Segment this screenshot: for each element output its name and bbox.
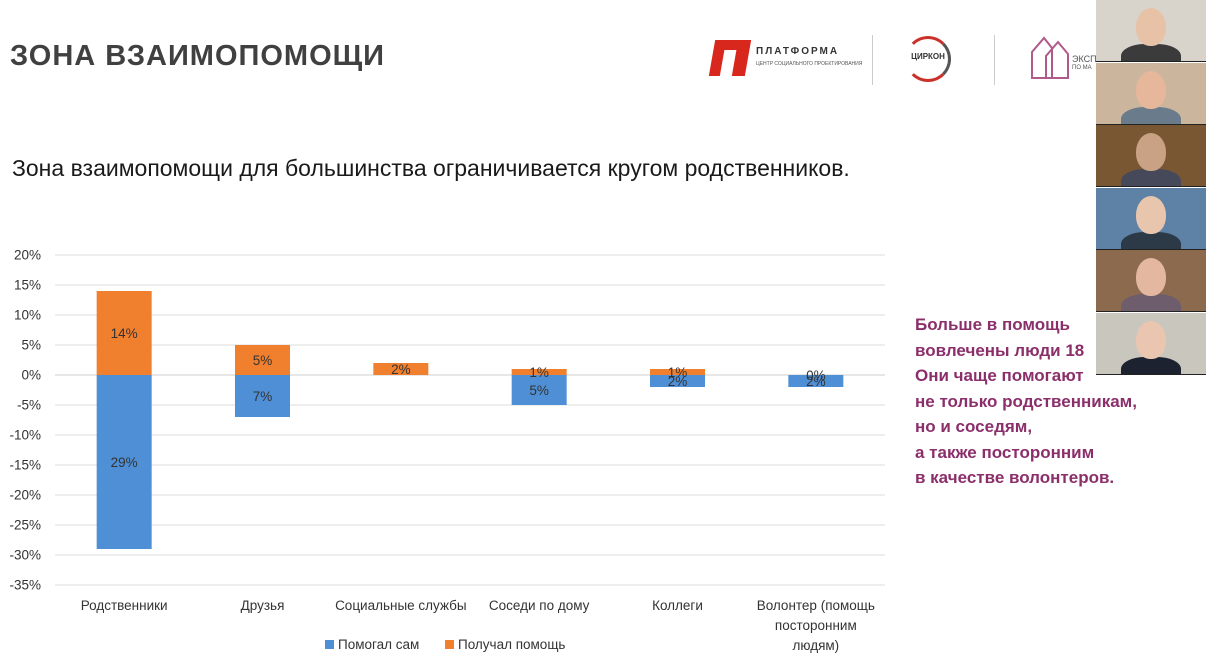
x-category-label: Родственники <box>81 598 168 613</box>
side-note-line: не только родственникам, <box>915 391 1137 411</box>
mutual-help-bar-chart: 20% 15% 10% 5% 0% -5% -10% -15% -20% -25% -30% -35%… <box>9 248 885 653</box>
slide-subtitle: Зона взаимопомощи для большинства ограни… <box>12 155 850 181</box>
participant-face <box>1136 70 1166 109</box>
side-note-line: Они чаще помогают <box>915 366 1084 385</box>
received-bar <box>650 369 705 375</box>
y-tick-label: 20% <box>14 248 41 263</box>
y-tick-label: -35% <box>9 578 41 593</box>
received-bar <box>511 369 567 375</box>
chart-grid <box>55 254 885 586</box>
participant-body <box>1121 356 1181 374</box>
helped-data-label: 5% <box>529 383 549 398</box>
participant-video-tile[interactable] <box>1096 0 1206 62</box>
x-category-label: Коллеги <box>652 598 703 613</box>
participant-body <box>1121 169 1181 186</box>
helped-data-label: 29% <box>111 455 138 470</box>
chart-bars: 29%7% 5%2% 2%14%5%2% 1% 1% 0% <box>96 291 844 549</box>
legend-swatch <box>445 640 454 649</box>
participant-body <box>1121 44 1181 61</box>
y-tick-label: -5% <box>17 398 41 413</box>
participant-body <box>1121 106 1181 124</box>
y-tick-label: 15% <box>14 278 41 293</box>
received-data-label: 1% <box>529 365 549 380</box>
received-data-label: 2% <box>391 362 411 377</box>
platforma-logo-name: ПЛАТФОРМА <box>756 46 840 57</box>
legend-swatch <box>325 640 334 649</box>
platforma-mark-icon <box>708 40 752 76</box>
helped-data-label: 2% <box>668 374 688 389</box>
y-tick-label: 10% <box>14 308 41 323</box>
participant-video-tile[interactable] <box>1096 187 1206 250</box>
participant-video-tile[interactable] <box>1096 62 1206 125</box>
received-bar <box>373 363 429 375</box>
helped-bar <box>511 375 567 405</box>
y-tick-label: -10% <box>9 428 41 443</box>
x-category-label: Социальные службы <box>335 598 467 613</box>
x-category-label: Друзья <box>241 598 285 613</box>
x-axis: Родственники Друзья Социальные службы Сосед… <box>81 598 875 653</box>
legend-label: Помогал сам <box>338 637 419 652</box>
helped-data-label: 7% <box>253 389 273 404</box>
legend-label: Получал помощь <box>458 637 565 652</box>
x-category-label: посторонним <box>775 618 857 633</box>
helped-bar <box>788 375 844 387</box>
logo-divider <box>872 35 873 85</box>
y-axis: 20% 15% 10% 5% 0% -5% -10% -15% -20% -25% -30% -35% <box>9 248 41 593</box>
zirkon-logo: ЦИРКОН <box>905 36 951 82</box>
y-tick-label: -30% <box>9 548 41 563</box>
participant-video-tile[interactable] <box>1096 312 1206 375</box>
participant-face <box>1136 195 1166 234</box>
side-note-line: Больше в помощь <box>915 315 1070 334</box>
zirkon-logo-name: ЦИРКОН <box>911 52 945 61</box>
participant-face <box>1136 8 1166 46</box>
side-note-line: вовлечены люди 18 <box>915 340 1085 360</box>
participant-face <box>1136 133 1166 171</box>
received-data-label: 0% <box>806 368 826 383</box>
participant-face <box>1136 258 1166 296</box>
x-category-label: людям) <box>792 638 839 653</box>
slide-title: ЗОНА ВЗАИМОПОМОЩИ <box>10 40 386 72</box>
received-data-label: 5% <box>253 353 273 368</box>
side-note-line: но и соседям, <box>915 417 1033 436</box>
y-tick-label: -20% <box>9 488 41 503</box>
platforma-logo-tagline: ЦЕНТР СОЦИАЛЬНОГО ПРОЕКТИРОВАНИЯ <box>756 61 863 67</box>
participant-video-tile[interactable] <box>1096 125 1206 187</box>
expert-logo-text: ЭКСПА <box>1072 54 1103 64</box>
side-note-line: в качестве волонтеров. <box>915 468 1115 487</box>
received-data-label: 14% <box>111 326 138 341</box>
y-tick-label: -25% <box>9 518 41 533</box>
chart-legend: Помогал сам Получал помощь <box>325 637 565 652</box>
participant-video-tile[interactable] <box>1096 250 1206 312</box>
side-note-line: а также посторонним <box>915 442 1095 462</box>
y-tick-label: 0% <box>21 368 41 383</box>
video-participants-strip <box>1096 0 1206 375</box>
helped-bar <box>96 375 152 549</box>
house-icon <box>1031 36 1069 79</box>
side-note: Больше в помощь вовлечены люди 18 Они чаще… <box>915 312 1205 491</box>
x-category-label: Волонтер (помощь <box>757 598 875 613</box>
helped-bar <box>235 375 290 417</box>
received-bar <box>235 345 290 375</box>
expert-logo-subtext: ПО МА <box>1072 65 1092 71</box>
y-tick-label: 5% <box>21 338 41 353</box>
helped-bar <box>650 375 705 387</box>
y-tick-label: -15% <box>9 458 41 473</box>
expert-logo: ЭКСПА ПО МА <box>1030 32 1103 82</box>
x-category-label: Соседи по дому <box>489 598 590 613</box>
helped-data-label: 2% <box>806 374 826 389</box>
received-data-label: 1% <box>668 365 688 380</box>
participant-body <box>1121 231 1181 249</box>
partner-logos: ПЛАТФОРМА ЦЕНТР СОЦИАЛЬНОГО ПРОЕКТИРОВАН… <box>700 30 1103 90</box>
received-bar <box>96 291 152 375</box>
participant-face <box>1136 320 1166 359</box>
platforma-logo: ПЛАТФОРМА ЦЕНТР СОЦИАЛЬНОГО ПРОЕКТИРОВАН… <box>708 40 862 80</box>
participant-body <box>1121 294 1181 311</box>
logo-divider <box>994 35 995 85</box>
